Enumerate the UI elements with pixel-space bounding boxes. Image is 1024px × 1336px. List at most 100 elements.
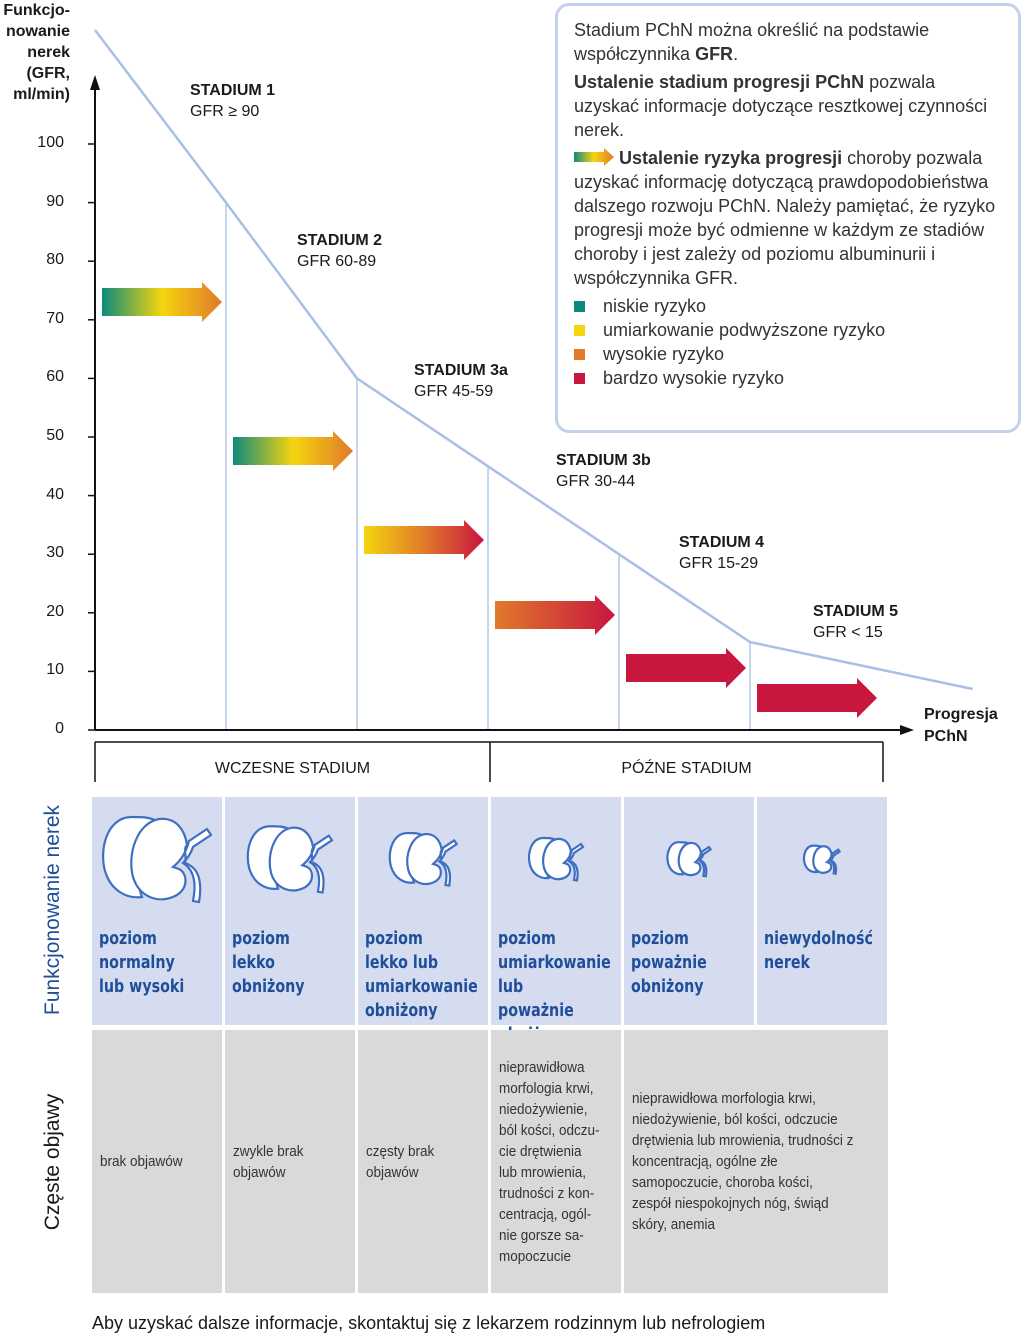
legend-label: niskie ryzyko <box>603 296 707 316</box>
early-stage-label: WCZESNE STADIUM <box>214 760 371 777</box>
function-text: niewydolność nerek <box>764 928 873 973</box>
stage-gfr: GFR ≥ 90 <box>190 103 260 120</box>
x-label-line: PChN <box>924 728 968 745</box>
risk-arrow <box>626 648 746 688</box>
y-tick-label: 20 <box>46 602 64 620</box>
function-cell: niewydolność nerek <box>757 797 887 1025</box>
legend-swatch <box>574 300 585 312</box>
stage-label: STADIUM 5 GFR < 15 <box>813 601 898 643</box>
stage-gfr: GFR < 15 <box>813 624 883 641</box>
symptoms-text: brak objawów <box>100 1153 183 1170</box>
text: GFR <box>695 44 734 64</box>
text: choroby pozwala uzyskać informację dotyc… <box>574 148 996 288</box>
symptoms-cell: nieprawidłowa morfologia krwi, niedożywi… <box>491 1030 621 1293</box>
function-text: poziom normalny lub wysoki <box>99 928 185 997</box>
risk-arrow <box>364 520 484 560</box>
symptoms-cell: nieprawidłowa morfologia krwi, niedożywi… <box>624 1030 888 1293</box>
y-tick-label: 90 <box>46 192 64 210</box>
risk-arrow <box>233 431 353 471</box>
function-cell: poziom normalny lub wysoki <box>92 797 222 1025</box>
late-stage-label: PÓŹNE STADIUM <box>621 760 752 777</box>
stage-name: STADIUM 3a <box>414 362 508 379</box>
y-tick-label: 10 <box>46 661 64 679</box>
stage-name: STADIUM 2 <box>297 232 383 249</box>
kidney-icon <box>803 844 842 875</box>
stage-gfr: GFR 30-44 <box>556 473 636 490</box>
legend-swatch <box>574 372 585 384</box>
text: Stadium PChN można określić na podstawie… <box>574 20 930 64</box>
y-axis-label: Funkcjo- nowanie nerek (GFR, ml/min) <box>0 0 70 105</box>
legend-box: Stadium PChN można określić na podstawie… <box>555 3 1021 433</box>
legend-item: wysokie ryzyko <box>574 342 1002 366</box>
symptoms-cell: brak objawów <box>92 1030 222 1293</box>
stage-label: STADIUM 2 GFR 60-89 <box>297 230 382 272</box>
row-label-function: Funkcjonowanie nerek <box>41 804 64 1016</box>
footer-note: Aby uzyskać dalsze informacje, skontaktu… <box>92 1313 766 1333</box>
symptoms-text: nieprawidłowa morfologia krwi, niedożywi… <box>499 1058 600 1265</box>
stage-label: STADIUM 1 GFR ≥ 90 <box>190 80 275 122</box>
function-cell: poziom lekko obniżony <box>225 797 355 1025</box>
y-tick-label: 30 <box>46 544 64 562</box>
legend-label: umiarkowanie podwyższone ryzyko <box>603 320 886 340</box>
y-tick-label: 40 <box>46 485 64 503</box>
legend-stage-info: Ustalenie stadium progresji PChN pozwala… <box>574 70 1002 142</box>
function-cell: poziom lekko lub umiarkowanie obniżony <box>358 797 488 1025</box>
legend-label: bardzo wysokie ryzyko <box>603 368 785 388</box>
stage-label: STADIUM 3b GFR 30-44 <box>556 450 651 492</box>
legend-label: wysokie ryzyko <box>603 344 725 364</box>
y-label-line: (GFR, <box>26 65 70 82</box>
y-tick-label: 100 <box>37 134 64 151</box>
kidney-icon <box>527 836 585 882</box>
function-text: poziom lekko obniżony <box>232 928 305 997</box>
risk-arrow <box>102 282 222 322</box>
y-tick-label: 60 <box>46 368 64 386</box>
x-label-line: Progresja <box>924 706 998 723</box>
symptoms-text: częsty brak objawów <box>366 1142 435 1181</box>
kidney-icon <box>666 841 713 878</box>
symptoms-cell: zwykle brak objawów <box>225 1030 355 1293</box>
legend-intro: Stadium PChN można określić na podstawie… <box>574 20 930 64</box>
function-cell: poziom poważnie obniżony <box>624 797 754 1025</box>
stage-gfr: GFR 15-29 <box>679 555 759 572</box>
y-tick-label: 70 <box>46 309 64 327</box>
stage-gfr: GFR 60-89 <box>297 253 377 270</box>
kidney-icon <box>102 815 213 904</box>
y-label-line: Funkcjo- <box>3 2 70 19</box>
y-axis-arrow <box>90 75 100 90</box>
stage-name: STADIUM 3b <box>556 452 651 469</box>
y-tick-label: 0 <box>55 720 64 737</box>
function-text: poziom poważnie obniżony <box>631 928 707 997</box>
stage-name: STADIUM 4 <box>679 534 765 551</box>
y-label-line: nowanie <box>5 23 70 40</box>
legend-item: umiarkowanie podwyższone ryzyko <box>574 318 1002 342</box>
y-label-line: nerek <box>27 44 70 61</box>
legend-risk-info: Ustalenie ryzyka progresji choroby pozwa… <box>574 146 1002 290</box>
text: Ustalenie ryzyka progresji <box>619 148 843 168</box>
y-tick-label: 80 <box>46 251 64 269</box>
legend-item: niskie ryzyko <box>574 294 1002 318</box>
legend-swatch <box>574 348 585 360</box>
function-text: poziom umiarkowanie lub poważnie obniżon… <box>498 928 611 1045</box>
legend-item: bardzo wysokie ryzyko <box>574 366 1002 390</box>
kidney-icon <box>388 831 458 887</box>
legend-swatch <box>574 324 585 336</box>
symptoms-text: nieprawidłowa morfologia krwi, niedożywi… <box>632 1090 854 1233</box>
stage-name: STADIUM 1 <box>190 82 276 99</box>
y-tick-label: 50 <box>46 427 64 444</box>
stage-gfr: GFR 45-59 <box>414 383 494 400</box>
function-text: poziom lekko lub umiarkowanie obniżony <box>365 928 478 1021</box>
gfr-chart <box>88 29 973 782</box>
stage-name: STADIUM 5 <box>813 603 899 620</box>
x-axis-arrow <box>900 725 914 735</box>
symptoms-text: zwykle brak objawów <box>233 1142 304 1181</box>
risk-arrow <box>757 678 877 718</box>
risk-arrow <box>495 595 615 635</box>
kidney-icon <box>246 825 334 894</box>
x-axis-label: Progresja PChN <box>924 704 998 748</box>
y-label-line: ml/min) <box>13 86 70 103</box>
text: Ustalenie stadium progresji PChN <box>574 72 865 92</box>
text: pozwala uzyskać informacje dotyczące res… <box>574 72 988 140</box>
stage-label: STADIUM 3a GFR 45-59 <box>414 360 508 402</box>
gfr-curve <box>94 29 973 691</box>
risk-arrow-icon <box>574 148 614 166</box>
